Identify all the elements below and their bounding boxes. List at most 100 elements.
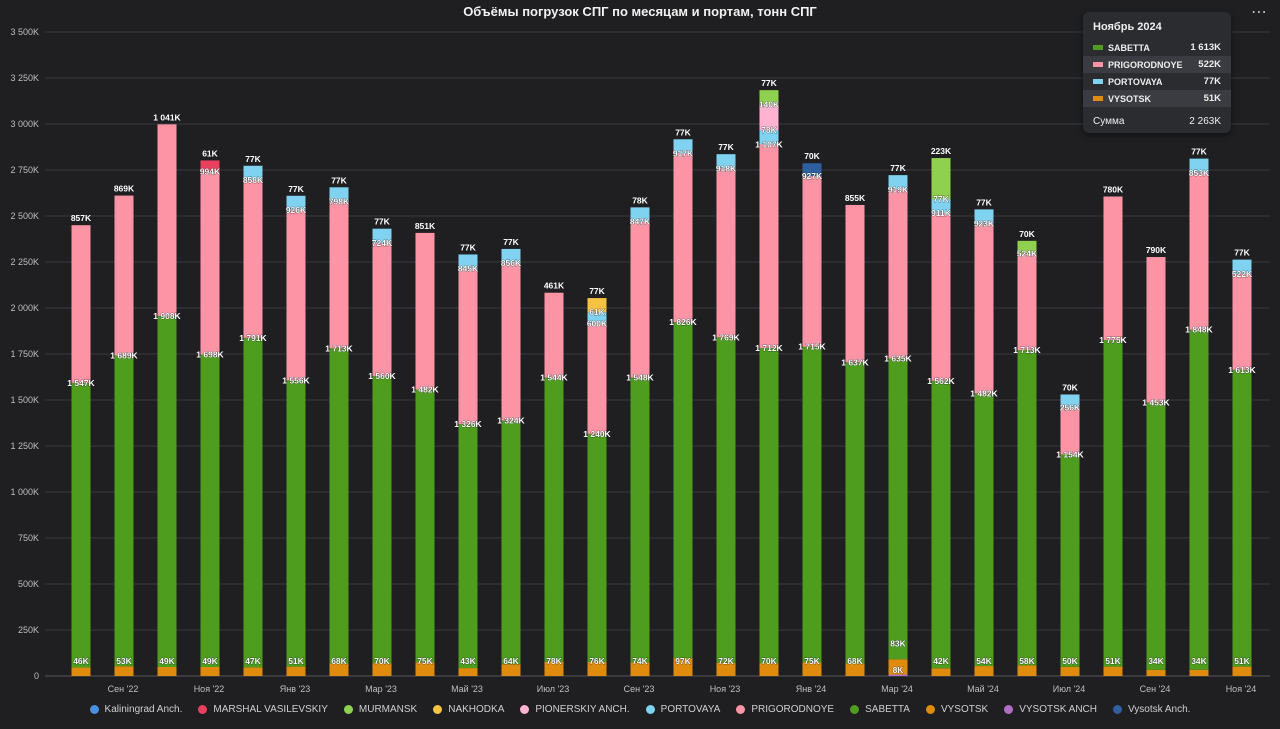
bar-segment [759, 104, 779, 131]
data-label: 74K [632, 656, 648, 666]
x-tick-label: Янв '24 [796, 684, 826, 694]
data-label: 461K [544, 281, 565, 291]
tooltip-series-value: 77K [1203, 76, 1221, 87]
data-label: 780K [1103, 184, 1124, 194]
bar-segment [1146, 402, 1166, 670]
data-label: 75K [417, 656, 433, 666]
bar-segment [845, 204, 865, 363]
tooltip-swatch [1093, 62, 1103, 67]
tooltip-row: VYSOTSK 51K [1083, 90, 1231, 107]
data-label: 926K [286, 205, 307, 215]
tooltip-row: SABETTA 1 613K [1083, 39, 1231, 56]
y-tick-label: 750K [18, 533, 39, 543]
data-label: 1 775K [1099, 335, 1127, 345]
bar-segment [372, 228, 392, 243]
bar-segment [1103, 666, 1123, 676]
data-label: 1 544K [540, 373, 568, 383]
bar-segment [931, 380, 951, 669]
bar-segment [931, 668, 951, 676]
tooltip-row: PRIGORODNOYE 522K [1083, 56, 1231, 73]
data-label: 77K [976, 197, 992, 207]
legend-item[interactable]: VYSOTSK ANCH [1004, 704, 1097, 715]
bar-segment [329, 348, 349, 664]
legend-item[interactable]: MURMANSK [343, 704, 417, 715]
chart-legend: Kaliningrad Anch. MARSHAL VASILEVSKIY MURM… [0, 704, 1280, 715]
data-label: 77K [331, 175, 347, 185]
data-label: 1 453K [1142, 397, 1170, 407]
data-label: 1 713K [1013, 345, 1041, 355]
data-label: 78K [632, 195, 648, 205]
x-tick-label: Ноя '22 [194, 684, 225, 694]
data-label: 256K [1060, 402, 1081, 412]
data-label: 83K [890, 638, 906, 648]
bar-segment [1017, 350, 1037, 666]
data-label: 1 154K [1056, 449, 1084, 459]
y-tick-label: 1 500K [10, 395, 39, 405]
legend-item[interactable]: PIONERSKIY ANCH. [520, 704, 630, 715]
data-label: 54K [976, 656, 992, 666]
data-label: 1 560K [368, 371, 396, 381]
data-label: 858K [243, 175, 264, 185]
data-label: 78K [761, 125, 777, 135]
data-label: 77K [503, 237, 519, 247]
bar-segment [544, 292, 564, 378]
legend-item[interactable]: NAKHODKA [433, 704, 504, 715]
bar-segment [286, 195, 306, 210]
data-label: 61K [202, 148, 218, 158]
legend-item[interactable]: Kaliningrad Anch. [89, 704, 182, 715]
data-label: 1 107K [755, 139, 783, 149]
legend-item[interactable]: VYSOTSK [925, 704, 989, 715]
data-label: 77K [460, 242, 476, 252]
legend-label: SABETTA [865, 704, 910, 715]
x-tick-label: Ноя '23 [710, 684, 741, 694]
bar-segment [673, 153, 693, 323]
data-label: 1 635K [884, 353, 912, 363]
data-label: 1 324K [497, 416, 525, 426]
bar-segment [372, 376, 392, 664]
data-label: 70K [374, 656, 390, 666]
bar-segment [1103, 196, 1123, 341]
legend-item[interactable]: Vysotsk Anch. [1113, 704, 1190, 715]
data-label: 856K [501, 258, 522, 268]
data-label: 853K [1189, 168, 1210, 178]
y-tick-label: 2 250K [10, 257, 39, 267]
data-label: 77K [718, 142, 734, 152]
bar-segment [1060, 666, 1080, 676]
x-tick-label: Июл '24 [1053, 684, 1086, 694]
data-label: 68K [331, 656, 347, 666]
data-label: 77K [933, 194, 949, 204]
data-label: 97K [675, 656, 691, 666]
bar-segment [630, 221, 650, 378]
y-tick-label: 2 750K [10, 165, 39, 175]
y-tick-label: 3 250K [10, 73, 39, 83]
data-label: 845K [458, 264, 479, 274]
legend-label: MARSHAL VASILEVSKIY [213, 704, 328, 715]
bar-segment [673, 658, 693, 676]
legend-item[interactable]: MARSHAL VASILEVSKIY [198, 704, 328, 715]
data-label: 917K [673, 148, 694, 158]
bar-segment [888, 358, 908, 660]
bar-segment [286, 209, 306, 381]
legend-item[interactable]: PRIGORODNOYE [736, 704, 834, 715]
data-label: 42K [933, 656, 949, 666]
data-label: 77K [1234, 248, 1250, 258]
more-dots-icon[interactable]: ⋯ [1251, 4, 1268, 21]
legend-label: PIONERSKIY ANCH. [535, 704, 630, 715]
legend-item[interactable]: PORTOVAYA [645, 704, 720, 715]
bar-segment [501, 420, 521, 665]
data-label: 1 769K [712, 332, 740, 342]
x-tick-label: Сен '22 [108, 684, 139, 694]
bar-segment [415, 389, 435, 663]
bar-segment [974, 223, 994, 394]
legend-item[interactable]: SABETTA [850, 704, 910, 715]
data-label: 77K [374, 217, 390, 227]
data-label: 43K [460, 656, 476, 666]
x-tick-label: Мар '24 [881, 684, 913, 694]
x-tick-label: Ноя '24 [1226, 684, 1257, 694]
bar-segment [458, 254, 478, 269]
data-label: 51K [1234, 656, 1250, 666]
bar-segment [243, 179, 263, 338]
legend-label: VYSOTSK [940, 704, 989, 715]
data-label: 522K [1232, 269, 1253, 279]
legend-swatch [736, 705, 746, 714]
